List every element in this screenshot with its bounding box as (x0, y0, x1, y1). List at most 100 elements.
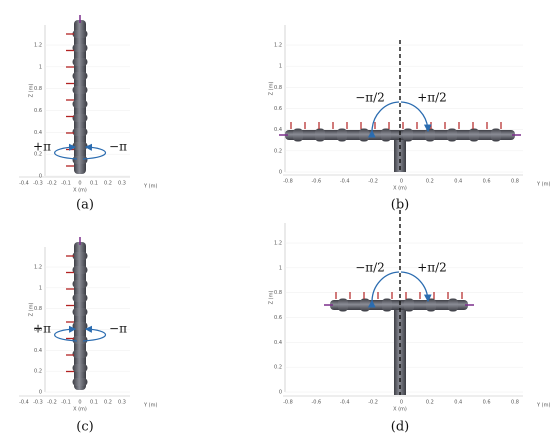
x-tick-label: -0.1 (61, 400, 71, 406)
rotation-arrow (82, 143, 106, 160)
z-axis-label: Z (m) (29, 303, 35, 317)
robot-joint (72, 100, 88, 108)
annotation: +π (33, 322, 51, 336)
x-tick-label: 0.3 (118, 181, 126, 187)
robot-joint (425, 128, 435, 142)
z-tick-label: 0.2 (274, 148, 282, 154)
x-axis-label: X (m) (393, 186, 407, 192)
x-tick-label: 0.4 (454, 179, 462, 185)
x-tick-label: -0.4 (19, 400, 29, 406)
z-axis-label: Z (m) (269, 291, 275, 305)
x-axis-label: X (m) (73, 188, 87, 194)
x-tick-label: 0.4 (454, 400, 462, 406)
annotation: −π (109, 322, 127, 336)
x-tick-label: -0.6 (311, 400, 321, 406)
z-tick-label: 0.4 (34, 348, 42, 354)
rotation-arc (367, 101, 400, 138)
z-tick-label: 0.2 (274, 365, 282, 371)
z-tick-label: 0.6 (34, 327, 42, 333)
z-tick-label: 1 (39, 64, 42, 70)
annotation: +π (33, 140, 51, 154)
z-tick-label: 1 (279, 265, 282, 271)
z-tick-label: 0 (279, 170, 282, 176)
z-tick-label: 0.8 (34, 86, 42, 92)
x-tick-label: 0 (78, 400, 81, 406)
panel-label: (c) (76, 420, 93, 435)
z-axis-label: Z (m) (29, 84, 35, 98)
z-tick-label: 0.6 (274, 106, 282, 112)
robot-joint (337, 128, 347, 142)
z-axis-label: Z (m) (269, 82, 275, 96)
x-tick-label: -0.6 (311, 179, 321, 185)
z-tick-label: 1 (279, 64, 282, 70)
rotation-arrow (54, 143, 78, 160)
x-tick-label: -0.1 (61, 181, 71, 187)
z-tick-label: 0.4 (274, 127, 282, 133)
annotation: −π/2 (355, 261, 385, 275)
robot-joint (72, 280, 88, 288)
x-tick-label: -0.2 (368, 400, 378, 406)
z-tick-label: 0.2 (34, 369, 42, 375)
x-tick-label: -0.2 (47, 400, 57, 406)
robot-joint (72, 364, 88, 372)
robot-joint (72, 86, 88, 94)
z-tick-label: 0.4 (274, 340, 282, 346)
z-tick-label: 0.6 (34, 108, 42, 114)
robot-joint (72, 72, 88, 80)
z-tick-label: 1.2 (274, 43, 282, 49)
z-tick-label: 0.2 (34, 152, 42, 158)
rotation-arc (367, 271, 400, 308)
robot-joint (360, 298, 370, 312)
robot-joint (338, 298, 348, 312)
rotation-arc (400, 271, 432, 303)
robot-joint (403, 128, 413, 142)
x-tick-label: -0.4 (340, 400, 350, 406)
rotation-arrow (54, 325, 78, 342)
x-tick-label: 0.1 (90, 400, 98, 406)
annotation: −π (109, 140, 127, 154)
x-tick-label: 0.2 (104, 181, 112, 187)
z-tick-label: 0.8 (34, 306, 42, 312)
robot-joint (359, 128, 369, 142)
panel-label: (a) (76, 198, 94, 213)
robot-joint (404, 298, 414, 312)
robot-joint (382, 298, 392, 312)
robot-joint (72, 30, 88, 38)
robot-joint (72, 266, 88, 274)
z-tick-label: 1 (39, 285, 42, 291)
x-tick-label: 0 (400, 400, 403, 406)
robot-joint (72, 350, 88, 358)
y-axis-label: Y (m) (536, 182, 550, 188)
z-tick-label: 0.8 (274, 290, 282, 296)
robot-joint (72, 114, 88, 122)
robot-joint (447, 128, 457, 142)
x-tick-label: -0.3 (33, 400, 43, 406)
x-tick-label: 0.8 (511, 400, 519, 406)
x-tick-label: -0.4 (340, 179, 350, 185)
x-tick-label: 0.2 (426, 400, 434, 406)
z-tick-label: 0.4 (34, 130, 42, 136)
x-tick-label: 0.3 (118, 400, 126, 406)
x-tick-label: -0.8 (283, 179, 293, 185)
rotation-arc (400, 101, 432, 133)
x-tick-label: 0 (400, 179, 403, 185)
z-tick-label: 0.6 (274, 315, 282, 321)
x-tick-label: -0.8 (283, 400, 293, 406)
annotation: −π/2 (355, 91, 385, 105)
z-tick-label: 0 (279, 390, 282, 396)
panel-label: (d) (391, 420, 409, 435)
z-tick-label: 0 (39, 174, 42, 180)
robot-joint (72, 58, 88, 66)
z-tick-label: 1.2 (34, 265, 42, 271)
robot-joint (72, 336, 88, 344)
x-tick-label: 0 (78, 181, 81, 187)
robot-arm (330, 300, 468, 310)
z-tick-label: 1.2 (34, 43, 42, 49)
robot-joint (448, 298, 458, 312)
z-tick-label: 0.8 (274, 85, 282, 91)
x-tick-label: 0.1 (90, 181, 98, 187)
robot-joint (72, 44, 88, 52)
x-axis-label: X (m) (73, 407, 87, 413)
x-tick-label: 0.6 (483, 400, 491, 406)
y-axis-label: Y (m) (536, 403, 550, 409)
